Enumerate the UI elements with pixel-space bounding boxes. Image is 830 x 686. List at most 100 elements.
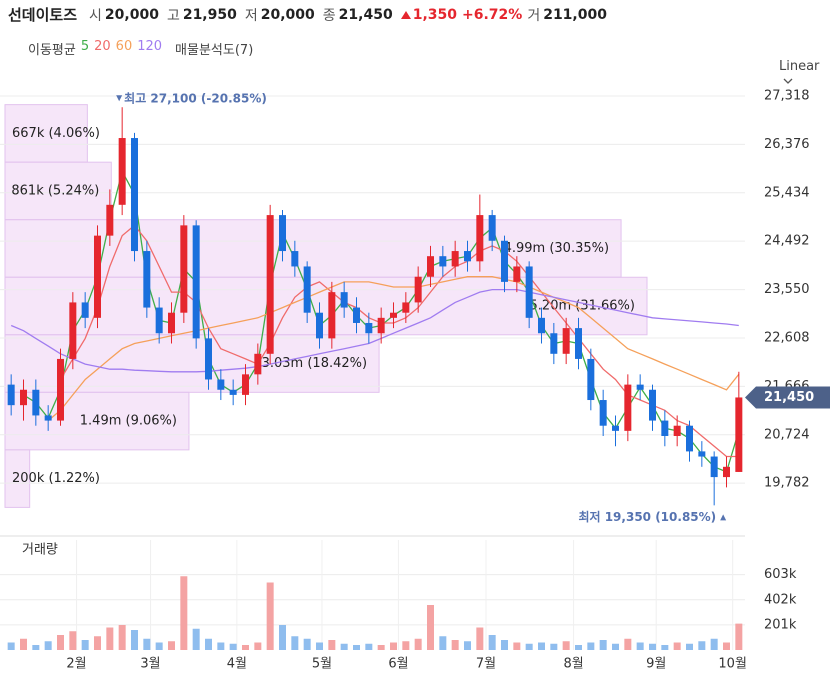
- chevron: [783, 78, 793, 84]
- candle-body: [180, 225, 188, 313]
- candle-body: [69, 302, 77, 359]
- x-tick-label: 3월: [140, 657, 160, 672]
- volume-bar: [464, 641, 471, 650]
- profile-bar: [4, 334, 380, 393]
- stat-value: 21,950: [182, 6, 237, 23]
- x-tick-label: 7월: [476, 657, 496, 672]
- candle-body: [612, 425, 619, 431]
- candle-body: [636, 384, 644, 390]
- volume-bar: [612, 643, 619, 650]
- stat-value: 211,000: [543, 6, 607, 23]
- volume-bar: [217, 642, 225, 650]
- candle-body: [390, 312, 397, 318]
- change: 1,350: [412, 6, 457, 23]
- profile-bar: [4, 104, 88, 163]
- legend-entry[interactable]: 5: [80, 39, 90, 54]
- x-tick-label: 4월: [227, 657, 247, 672]
- candle-body: [266, 215, 274, 354]
- volume-bar: [673, 642, 681, 650]
- volume-bar: [501, 640, 508, 650]
- volume-bar: [20, 638, 27, 650]
- stat-value: 20,000: [104, 6, 159, 23]
- volume-bar: [390, 642, 397, 650]
- candle-body: [575, 328, 582, 359]
- y-tick-label: 19,782: [764, 476, 810, 491]
- volume-bar: [735, 623, 743, 650]
- candle-body: [587, 358, 595, 401]
- volume-bar: [340, 643, 348, 650]
- stat-label: 종: [322, 7, 336, 24]
- x-tick-label: 6월: [388, 657, 408, 672]
- volume-bar: [550, 643, 558, 650]
- candle-body: [698, 451, 706, 457]
- stat-label: 저: [244, 7, 258, 24]
- candle-body: [205, 338, 212, 380]
- stat-label: 고: [166, 7, 180, 24]
- candle-body: [562, 328, 570, 354]
- volume-bar: [402, 641, 410, 650]
- candle-body: [735, 397, 743, 472]
- volume-bar: [69, 631, 77, 650]
- volume-bar: [94, 636, 101, 650]
- volume-bar: [229, 643, 237, 650]
- y-tick-label: 26,376: [764, 137, 810, 152]
- legend-entry[interactable]: 120: [137, 39, 163, 54]
- volume-bar: [451, 640, 459, 650]
- volume-bar: [538, 642, 545, 650]
- candle-body: [365, 322, 373, 334]
- candle-body: [44, 415, 52, 421]
- volume-bar: [377, 645, 385, 650]
- legend-entry[interactable]: 20: [94, 39, 111, 54]
- x-tick-label: 10월: [718, 657, 747, 672]
- profile-title[interactable]: 매물분석도(7): [175, 43, 254, 58]
- profile-label: 667k (4.06%): [12, 126, 100, 141]
- volume-bar: [7, 642, 15, 650]
- candle-body: [316, 312, 323, 339]
- y-tick-label: 24,492: [764, 234, 810, 249]
- legend-entry[interactable]: 60: [115, 39, 133, 54]
- volume-bar: [525, 643, 533, 650]
- x-tick-label: 2월: [66, 657, 86, 672]
- profile-label: 200k (1.22%): [12, 471, 100, 486]
- candle-body: [242, 374, 249, 395]
- volume-bar: [254, 642, 262, 650]
- y-tick-label: 27,318: [764, 89, 810, 104]
- volume-bar: [365, 643, 373, 650]
- high-marker: [116, 95, 123, 102]
- volume-bar: [106, 627, 114, 650]
- y-tick-label: 402k: [764, 592, 797, 607]
- stat-label: 시: [89, 7, 102, 24]
- volume-bar: [205, 638, 212, 650]
- candle-body: [279, 215, 286, 252]
- candle-body: [340, 292, 348, 308]
- candle-body: [229, 389, 237, 395]
- stat-label: 거: [527, 7, 541, 24]
- candle-body: [427, 256, 434, 277]
- volume-bar: [698, 641, 706, 650]
- candle-body: [501, 240, 508, 282]
- candle-body: [414, 276, 422, 303]
- candle-body: [118, 138, 126, 205]
- volume-bar: [316, 642, 323, 650]
- volume-bar: [44, 641, 52, 650]
- volume-bar: [328, 640, 336, 650]
- scale-select[interactable]: Linear: [779, 59, 830, 89]
- volume-bar: [587, 642, 595, 650]
- candle-body: [168, 312, 175, 334]
- change-pct: +6.72%: [462, 6, 523, 23]
- volume-bar: [439, 636, 447, 650]
- volume-bar: [353, 645, 360, 650]
- ma-line: [47, 276, 740, 422]
- ma-legend: 이동평균 5 20 60 120 매물분석도(7): [28, 39, 258, 58]
- profile-bar: [4, 449, 31, 508]
- candle-body: [525, 266, 533, 318]
- y-tick-label: 201k: [764, 617, 797, 632]
- candle-body: [81, 302, 89, 318]
- volume-bar: [131, 630, 138, 650]
- volume-bar: [723, 642, 730, 650]
- candle-body: [513, 266, 521, 282]
- y-tick-label: 25,434: [764, 185, 810, 200]
- candle-body: [673, 425, 681, 436]
- volume-bar: [81, 640, 89, 650]
